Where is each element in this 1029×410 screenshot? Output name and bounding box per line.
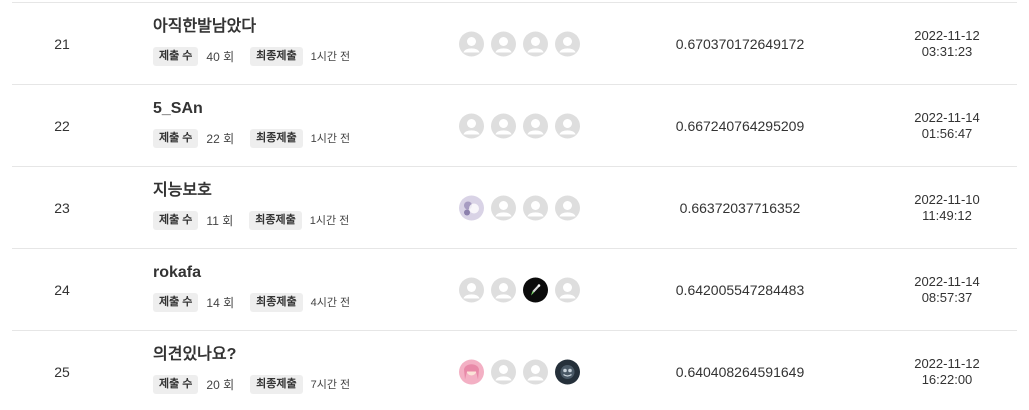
default-avatar-icon[interactable] bbox=[555, 31, 580, 56]
submission-meta: 제출 수 14 회 최종제출 4시간 전 bbox=[153, 292, 433, 312]
custom-avatar-icon[interactable] bbox=[459, 359, 484, 384]
divider bbox=[12, 2, 1017, 3]
default-avatar-icon[interactable] bbox=[523, 31, 548, 56]
team-name[interactable]: 5_SAn bbox=[153, 100, 203, 117]
submission-time: 08:57:37 bbox=[921, 289, 973, 305]
submission-count: 40 회 bbox=[206, 49, 235, 64]
last-submission-time: 7시간 전 bbox=[310, 379, 351, 391]
last-submission-time: 1시간 전 bbox=[310, 133, 351, 145]
leaderboard-row: 23 지능보호 제출 수 11 회 최종제출 1시간 전 0.663720377… bbox=[12, 167, 1017, 249]
team-info: rokafa 제출 수 14 회 최종제출 4시간 전 bbox=[153, 263, 433, 312]
team-members bbox=[459, 277, 580, 302]
submission-count-label: 제출 수 bbox=[153, 374, 199, 394]
rank: 23 bbox=[54, 199, 70, 216]
submission-count: 14 회 bbox=[206, 295, 235, 310]
submission-date: 2022-11-12 bbox=[914, 355, 980, 371]
team-info: 5_SAn 제출 수 22 회 최종제출 1시간 전 bbox=[153, 99, 433, 148]
default-avatar-icon[interactable] bbox=[555, 195, 580, 220]
team-name[interactable]: rokafa bbox=[153, 264, 202, 281]
default-avatar-icon[interactable] bbox=[523, 359, 548, 384]
submission-time: 03:31:23 bbox=[921, 43, 973, 59]
submission-count-label: 제출 수 bbox=[153, 292, 199, 312]
last-submission-time: 1시간 전 bbox=[310, 51, 351, 63]
submission-time: 01:56:47 bbox=[921, 125, 973, 141]
team-members bbox=[459, 359, 580, 384]
last-submission-time: 1시간 전 bbox=[309, 215, 350, 227]
submission-datetime: 2022-11-12 16:22:00 bbox=[877, 356, 1017, 388]
submission-count-label: 제출 수 bbox=[153, 210, 199, 230]
default-avatar-icon[interactable] bbox=[459, 31, 484, 56]
score: 0.640408264591649 bbox=[675, 363, 805, 380]
default-avatar-icon[interactable] bbox=[459, 277, 484, 302]
leaderboard-row: 22 5_SAn 제출 수 22 회 최종제출 1시간 전 0.66724076… bbox=[12, 85, 1017, 167]
last-submission-label: 최종제출 bbox=[250, 374, 303, 394]
submission-datetime: 2022-11-10 11:49:12 bbox=[877, 192, 1017, 224]
submission-date: 2022-11-10 bbox=[914, 191, 980, 207]
submission-meta: 제출 수 40 회 최종제출 1시간 전 bbox=[153, 46, 433, 66]
submission-count: 11 회 bbox=[206, 213, 234, 228]
rank: 21 bbox=[54, 35, 70, 52]
rank: 24 bbox=[54, 281, 70, 298]
team-info: 지능보호 제출 수 11 회 최종제출 1시간 전 bbox=[153, 181, 433, 230]
submission-meta: 제출 수 22 회 최종제출 1시간 전 bbox=[153, 128, 433, 148]
submission-date: 2022-11-14 bbox=[914, 273, 980, 289]
default-avatar-icon[interactable] bbox=[491, 31, 516, 56]
default-avatar-icon[interactable] bbox=[491, 195, 516, 220]
custom-avatar-icon[interactable] bbox=[555, 359, 580, 384]
team-name[interactable]: 아직한발남았다 bbox=[153, 18, 257, 35]
leaderboard-row: 21 아직한발남았다 제출 수 40 회 최종제출 1시간 전 0.670370… bbox=[12, 3, 1017, 85]
rank: 22 bbox=[54, 117, 70, 134]
submission-count: 22 회 bbox=[206, 131, 235, 146]
team-members bbox=[459, 113, 580, 138]
leaderboard-row: 24 rokafa 제출 수 14 회 최종제출 4시간 전 0.6420055… bbox=[12, 249, 1017, 331]
score: 0.670370172649172 bbox=[675, 35, 805, 52]
submission-count: 20 회 bbox=[206, 377, 235, 392]
leaderboard-row: 25 의견있나요? 제출 수 20 회 최종제출 7시간 전 0.6404082… bbox=[12, 331, 1017, 410]
submission-time: 11:49:12 bbox=[922, 207, 972, 223]
submission-meta: 제출 수 11 회 최종제출 1시간 전 bbox=[153, 210, 433, 230]
submission-date: 2022-11-12 bbox=[914, 27, 980, 43]
submission-datetime: 2022-11-14 01:56:47 bbox=[877, 110, 1017, 142]
default-avatar-icon[interactable] bbox=[459, 113, 484, 138]
submission-datetime: 2022-11-14 08:57:37 bbox=[877, 274, 1017, 306]
custom-avatar-icon[interactable] bbox=[523, 277, 548, 302]
submission-datetime: 2022-11-12 03:31:23 bbox=[877, 28, 1017, 60]
custom-avatar-icon[interactable] bbox=[459, 195, 484, 220]
team-name[interactable]: 지능보호 bbox=[153, 182, 212, 199]
last-submission-label: 최종제출 bbox=[250, 128, 303, 148]
default-avatar-icon[interactable] bbox=[491, 277, 516, 302]
team-info: 아직한발남았다 제출 수 40 회 최종제출 1시간 전 bbox=[153, 17, 433, 66]
last-submission-label: 최종제출 bbox=[250, 292, 303, 312]
default-avatar-icon[interactable] bbox=[555, 277, 580, 302]
team-members bbox=[459, 31, 580, 56]
last-submission-time: 4시간 전 bbox=[310, 297, 351, 309]
last-submission-label: 최종제출 bbox=[249, 210, 302, 230]
score: 0.642005547284483 bbox=[675, 281, 805, 298]
rank: 25 bbox=[54, 363, 70, 380]
submission-time: 16:22:00 bbox=[921, 371, 973, 387]
default-avatar-icon[interactable] bbox=[555, 113, 580, 138]
submission-count-label: 제출 수 bbox=[153, 46, 199, 66]
team-name[interactable]: 의견있나요? bbox=[153, 346, 237, 363]
team-info: 의견있나요? 제출 수 20 회 최종제출 7시간 전 bbox=[153, 345, 433, 394]
team-members bbox=[459, 195, 580, 220]
default-avatar-icon[interactable] bbox=[523, 195, 548, 220]
last-submission-label: 최종제출 bbox=[250, 46, 303, 66]
default-avatar-icon[interactable] bbox=[523, 113, 548, 138]
submission-count-label: 제출 수 bbox=[153, 128, 199, 148]
submission-meta: 제출 수 20 회 최종제출 7시간 전 bbox=[153, 374, 433, 394]
default-avatar-icon[interactable] bbox=[491, 113, 516, 138]
default-avatar-icon[interactable] bbox=[491, 359, 516, 384]
score: 0.667240764295209 bbox=[675, 117, 805, 134]
score: 0.66372037716352 bbox=[679, 199, 801, 216]
submission-date: 2022-11-14 bbox=[914, 109, 980, 125]
